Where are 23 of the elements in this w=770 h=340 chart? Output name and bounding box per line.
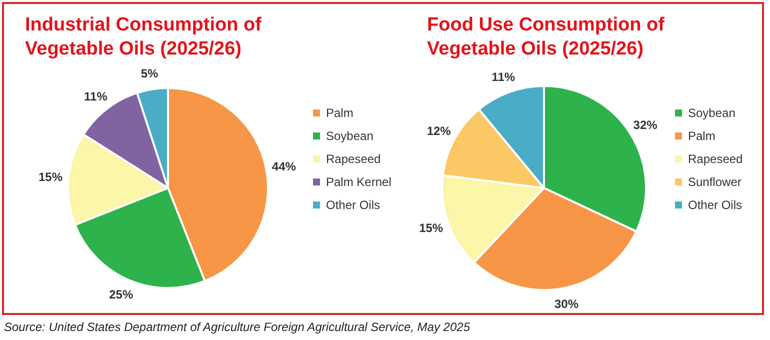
legend-label: Other Oils (688, 198, 742, 212)
legend-label: Palm (688, 129, 716, 143)
data-label: 32% (633, 118, 658, 132)
legend-label: Soybean (326, 129, 374, 143)
data-label: 11% (84, 89, 108, 104)
data-label: 25% (109, 287, 134, 302)
data-label: 15% (419, 220, 444, 235)
legend-label: Rapeseed (326, 152, 381, 166)
data-label: 15% (38, 170, 63, 184)
legend-label: Rapeseed (688, 152, 743, 166)
legend-label: Other Oils (326, 198, 380, 212)
legend-label: Palm (326, 106, 354, 120)
data-label: 44% (272, 159, 296, 174)
data-label: 12% (426, 124, 452, 138)
data-label: 30% (554, 296, 579, 311)
legend-label: Palm Kernel (326, 175, 392, 189)
legend-label: Sunflower (688, 175, 742, 189)
chart-title: Food Use Consumption of Vegetable Oils (2025/26) (427, 14, 670, 60)
data-label: 5% (140, 66, 159, 80)
legend-label: Soybean (688, 106, 736, 120)
data-label: 11% (492, 70, 516, 84)
source-note: Source: United States Department of Agriculture Foreign Agricultural Service, May 2025 (4, 320, 470, 334)
chart-title: Industrial Consumption of Vegetable Oils (2025/26) (25, 14, 267, 60)
